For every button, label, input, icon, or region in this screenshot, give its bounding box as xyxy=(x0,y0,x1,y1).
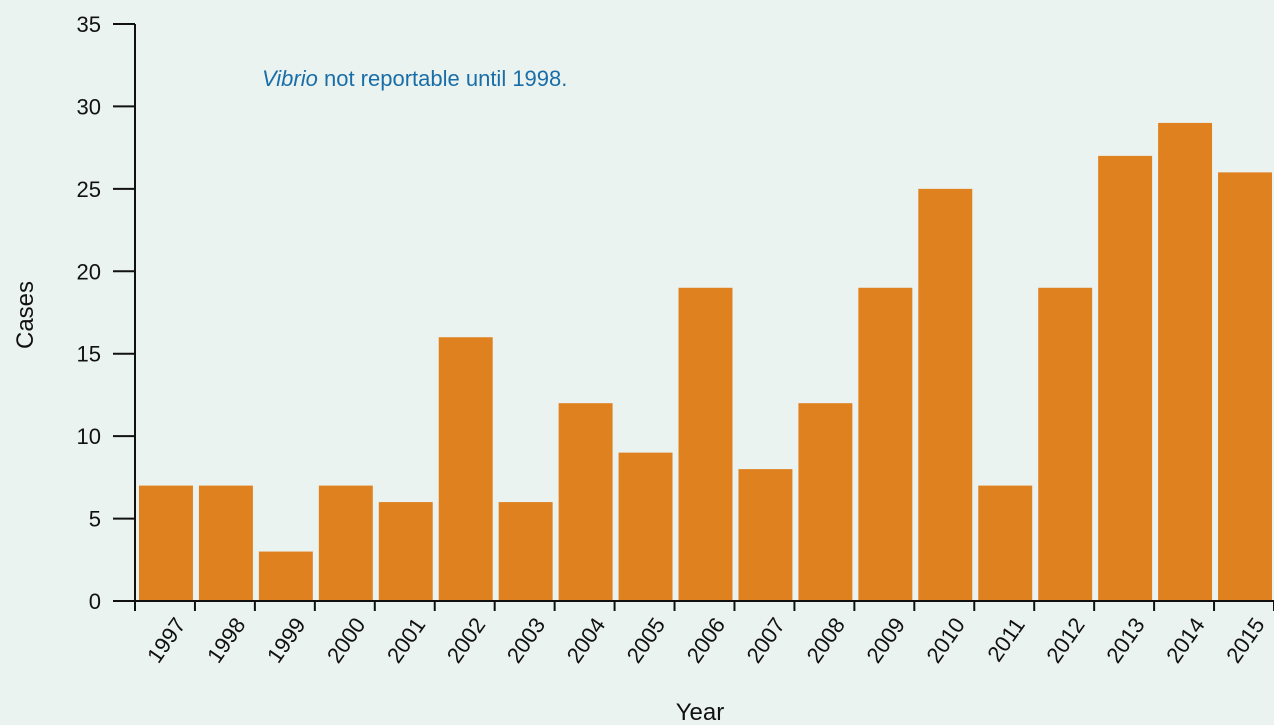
y-tick-label-10: 10 xyxy=(77,424,101,449)
bar-2009 xyxy=(858,287,913,601)
annotation-text: not reportable until 1998. xyxy=(318,66,568,91)
annotation-italic: Vibrio xyxy=(262,66,318,91)
y-tick-label-25: 25 xyxy=(77,177,101,202)
y-axis-title: Cases xyxy=(12,281,39,349)
bar-2011 xyxy=(978,485,1033,601)
y-tick-label-0: 0 xyxy=(89,589,101,614)
bar-2003 xyxy=(498,502,553,601)
bar-2010 xyxy=(918,188,973,601)
bar-2013 xyxy=(1098,155,1153,601)
bar-2015 xyxy=(1218,172,1272,601)
y-tick-label-30: 30 xyxy=(77,94,101,119)
y-tick-label-20: 20 xyxy=(77,259,101,284)
bar-1997 xyxy=(139,485,193,601)
bar-2001 xyxy=(378,502,433,601)
y-tick-label-35: 35 xyxy=(77,12,101,37)
bar-2014 xyxy=(1158,122,1213,602)
bar-1999 xyxy=(258,551,313,601)
y-tick-label-15: 15 xyxy=(77,342,101,367)
bar-2006 xyxy=(678,287,733,601)
bar-2007 xyxy=(738,469,793,601)
bar-2008 xyxy=(798,403,853,601)
bar-2000 xyxy=(318,485,373,601)
bar-2004 xyxy=(558,403,613,601)
y-ticks-group: 0 5 10 15 20 25 30 35 xyxy=(77,12,135,614)
x-axis-title: Year xyxy=(676,699,725,725)
bars-group xyxy=(139,122,1272,602)
chart-annotation: Vibrio not reportable until 1998. xyxy=(262,66,567,91)
axes-group xyxy=(134,24,1274,602)
bar-1998 xyxy=(198,485,253,601)
bar-2012 xyxy=(1038,287,1093,601)
y-tick-label-5: 5 xyxy=(89,507,101,532)
bar-2002 xyxy=(438,337,493,601)
bar-2005 xyxy=(618,452,673,601)
